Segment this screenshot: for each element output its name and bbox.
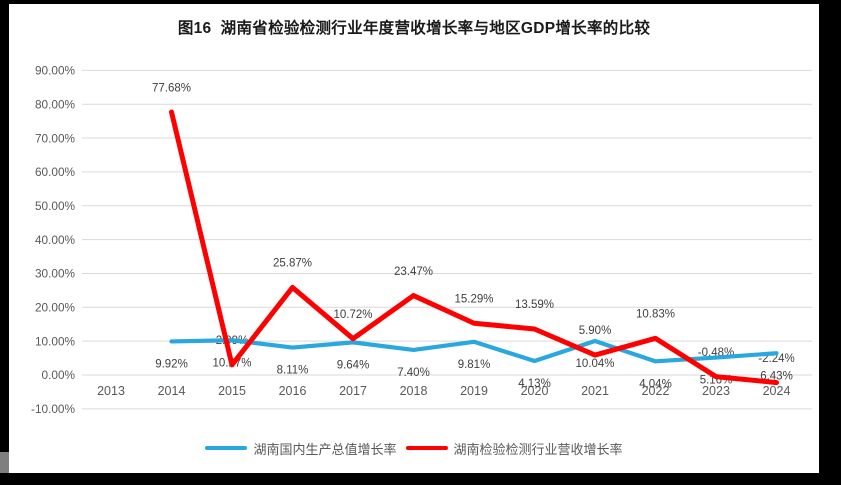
data-label-series-0: 8.11% [277, 365, 309, 377]
x-axis-tick-label: 2023 [702, 384, 730, 398]
series-line-1 [169, 109, 779, 386]
y-axis-tick-label: 0.00% [42, 368, 76, 382]
page-edge-right [819, 0, 841, 485]
chart-legend: 湖南国内生产总值增长率 湖南检验检测行业营收增长率 [9, 439, 819, 458]
data-label-series-1: 15.29% [454, 293, 493, 305]
data-label-series-0: 9.64% [337, 360, 370, 372]
y-axis-tick-label: 30.00% [35, 267, 76, 281]
x-axis-tick-label: 2013 [97, 384, 125, 398]
legend-label-revenue: 湖南检验检测行业营收增长率 [453, 441, 623, 457]
y-axis-tick-label: 60.00% [35, 165, 76, 179]
data-label-series-0: 9.92% [155, 359, 188, 371]
x-axis-tick-label: 2022 [642, 384, 670, 398]
x-axis-tick-label: 2018 [400, 384, 428, 398]
data-label-series-0: 4.04% [639, 379, 672, 391]
data-label-series-0: 10.04% [575, 358, 614, 370]
gdp-line-swatch [205, 445, 248, 451]
data-label-series-1: 10.83% [636, 309, 675, 321]
data-label-series-1: 25.87% [273, 258, 312, 270]
x-axis-tick-label: 2014 [158, 384, 186, 398]
y-axis-tick-label: 90.00% [35, 64, 76, 78]
x-axis-tick-label: 2019 [460, 384, 488, 398]
series-line-0 [169, 338, 779, 364]
legend-item-gdp: 湖南国内生产总值增长率 [205, 439, 397, 458]
y-axis-tick-label: 20.00% [35, 301, 76, 315]
page-edge-top [0, 0, 841, 4]
y-axis-tick-label: 70.00% [35, 131, 76, 145]
y-axis-tick-label: 50.00% [35, 199, 76, 213]
legend-item-revenue: 湖南检验检测行业营收增长率 [405, 439, 623, 458]
page-edge-left-gray-segment [0, 452, 9, 473]
data-label-series-0: 9.81% [458, 359, 491, 371]
chart-title: 图16 湖南省检验检测行业年度营收增长率与地区GDP增长率的比较 [177, 20, 651, 37]
data-label-series-0: 4.13% [518, 378, 551, 390]
data-label-series-1: 77.68% [152, 82, 191, 94]
data-label-series-1: 5.90% [579, 325, 612, 337]
x-axis-tick-label: 2024 [763, 384, 791, 398]
x-axis-tick-label: 2021 [581, 384, 609, 398]
x-axis-tick-label: 2017 [339, 384, 367, 398]
page-edge-left [0, 0, 9, 473]
x-axis-tick-label: 2020 [521, 384, 549, 398]
y-axis-tick-label: -10.00% [31, 402, 75, 416]
data-label-series-1: 23.47% [394, 266, 433, 278]
y-axis-tick-label: 10.00% [35, 334, 76, 348]
x-axis-tick-label: 2015 [218, 384, 246, 398]
page-edge-bottom [0, 473, 841, 485]
data-label-series-1: 13.59% [515, 299, 554, 311]
data-label-series-1: 10.72% [333, 309, 372, 321]
legend-label-gdp: 湖南国内生产总值增长率 [253, 441, 397, 457]
data-label-series-0: 7.40% [397, 367, 430, 379]
y-axis-tick-label: 40.00% [35, 233, 76, 247]
x-axis-tick-label: 2016 [279, 384, 307, 398]
revenue-line-swatch [405, 445, 448, 451]
y-axis-tick-label: 80.00% [35, 97, 76, 111]
